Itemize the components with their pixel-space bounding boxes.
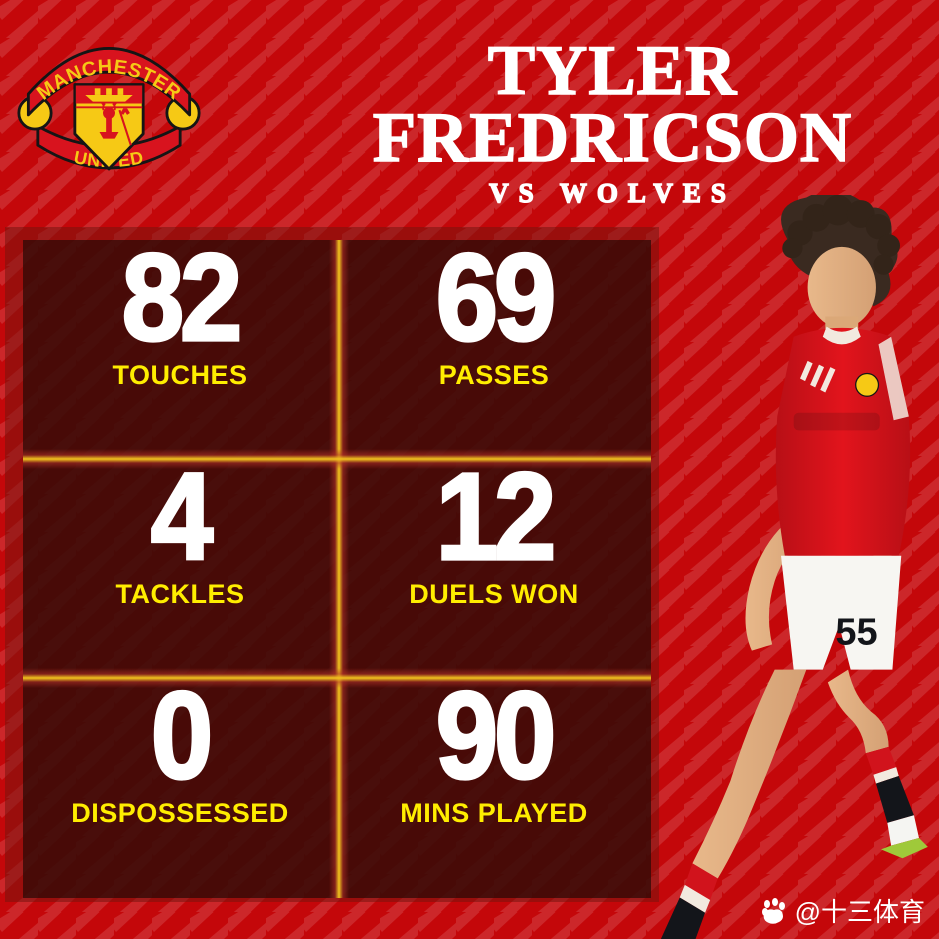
svg-text:du: du	[769, 913, 778, 920]
svg-text:55: 55	[835, 611, 877, 653]
